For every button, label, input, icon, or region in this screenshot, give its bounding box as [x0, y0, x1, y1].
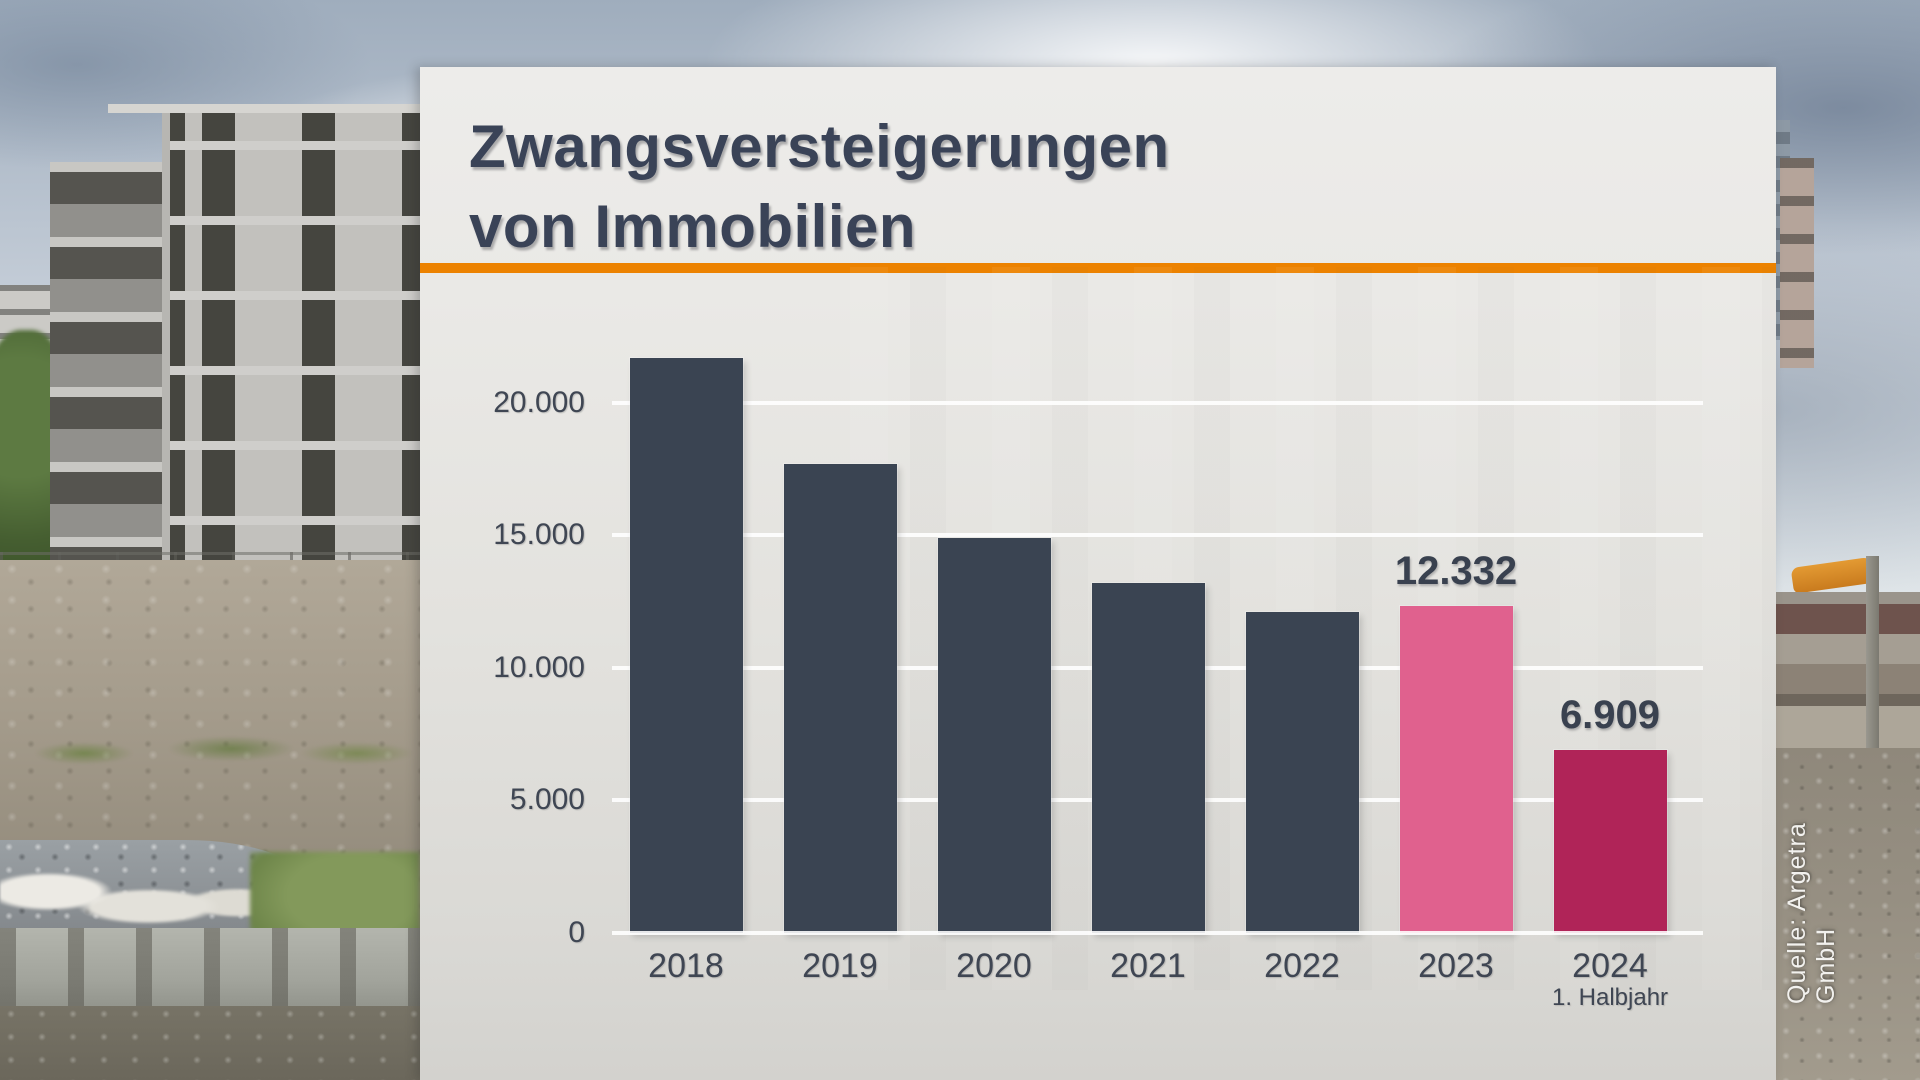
x-axis-label-2020: 2020 — [956, 947, 1032, 985]
gridline-20000 — [612, 400, 1703, 405]
wet-gravel — [0, 1006, 420, 1080]
x-axis-label-2018: 2018 — [648, 947, 724, 985]
x-axis-sublabel-2024: 1. Halbjahr — [1551, 984, 1669, 1011]
y-axis-label-20000: 20.000 — [493, 385, 585, 419]
y-axis-label-5000: 5.000 — [509, 783, 585, 817]
chart-title-line1: Zwangsversteigerungen — [469, 113, 1170, 180]
chart-title-line2: von Immobilien — [469, 193, 917, 260]
chart-title: Zwangsversteigerungen von Immobilien — [469, 107, 1170, 267]
bar-2024 — [1553, 749, 1667, 933]
y-axis-label-0: 0 — [568, 916, 585, 949]
building-shell-under-construction — [50, 104, 420, 682]
value-label-2023: 12.332 — [1394, 548, 1518, 593]
white-sandbags — [0, 862, 270, 936]
highrise-building — [1780, 158, 1814, 368]
bar-2020 — [937, 537, 1051, 933]
x-axis-label-2019: 2019 — [802, 947, 878, 985]
bar-chart: 0 5.000 10.000 15.000 20.000 2018 2019 2020 2021… — [420, 67, 1776, 1080]
y-axis-label-15000: 15.000 — [493, 518, 585, 552]
bar-2023 — [1399, 605, 1513, 933]
site-barriers — [1776, 592, 1920, 748]
photo-right-strip — [1776, 0, 1920, 1080]
y-axis-label-10000: 10.000 — [493, 650, 585, 684]
value-label-2024: 6.909 — [1559, 692, 1661, 737]
bar-2021 — [1091, 582, 1205, 933]
bar-2018 — [629, 357, 743, 933]
title-accent-rule — [420, 263, 1776, 273]
puddle-with-reflections — [0, 928, 420, 1014]
bar-2019 — [783, 463, 897, 933]
weeds-strip — [0, 728, 420, 774]
gravel-ground — [1776, 748, 1920, 1080]
building-roof-edge — [108, 104, 420, 113]
x-axis-label-2022: 2022 — [1264, 947, 1340, 985]
gridline-0 — [612, 931, 1703, 935]
building-window-facade — [170, 113, 420, 562]
trees — [1776, 38, 1920, 568]
gridline-15000 — [612, 533, 1703, 538]
x-axis-label-2023: 2023 — [1418, 947, 1494, 985]
x-axis-label-2021: 2021 — [1110, 947, 1186, 985]
bar-2022 — [1245, 612, 1359, 933]
source-credit: Quelle: Argetra GmbH — [1783, 822, 1840, 1004]
infographic-panel: Zwangsversteigerungen von Immobilien 0 5.… — [420, 67, 1776, 1080]
x-axis-label-2024: 2024 — [1572, 947, 1648, 985]
